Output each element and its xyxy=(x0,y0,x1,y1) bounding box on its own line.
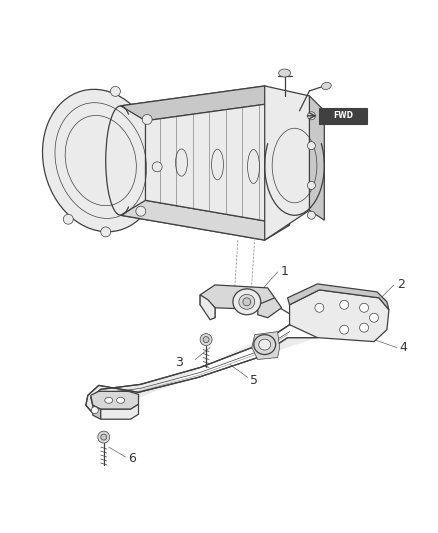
Ellipse shape xyxy=(136,206,146,216)
Ellipse shape xyxy=(98,431,110,443)
Ellipse shape xyxy=(340,300,349,309)
Polygon shape xyxy=(290,290,389,342)
Polygon shape xyxy=(288,284,389,310)
Ellipse shape xyxy=(101,227,111,237)
Polygon shape xyxy=(91,391,138,409)
Polygon shape xyxy=(265,86,319,240)
Polygon shape xyxy=(120,86,290,121)
Polygon shape xyxy=(319,108,367,124)
Ellipse shape xyxy=(315,303,324,312)
Ellipse shape xyxy=(307,181,315,189)
Text: 6: 6 xyxy=(129,453,137,465)
Ellipse shape xyxy=(239,294,255,309)
Ellipse shape xyxy=(152,162,162,172)
Ellipse shape xyxy=(200,334,212,345)
Polygon shape xyxy=(101,404,138,419)
Polygon shape xyxy=(120,200,290,240)
Ellipse shape xyxy=(233,289,261,315)
Polygon shape xyxy=(145,101,290,225)
Ellipse shape xyxy=(307,112,315,120)
Ellipse shape xyxy=(360,323,368,332)
Ellipse shape xyxy=(370,313,378,322)
Polygon shape xyxy=(200,295,215,320)
Polygon shape xyxy=(200,295,215,318)
Ellipse shape xyxy=(101,434,107,440)
Ellipse shape xyxy=(279,69,290,77)
Ellipse shape xyxy=(259,339,271,350)
Text: 2: 2 xyxy=(397,278,405,292)
Text: 1: 1 xyxy=(281,265,289,278)
Ellipse shape xyxy=(203,337,209,343)
Ellipse shape xyxy=(142,115,152,124)
Polygon shape xyxy=(200,285,275,310)
Ellipse shape xyxy=(307,142,315,150)
Ellipse shape xyxy=(243,298,251,306)
Polygon shape xyxy=(258,298,282,318)
Ellipse shape xyxy=(360,303,368,312)
Ellipse shape xyxy=(340,325,349,334)
Ellipse shape xyxy=(105,397,113,403)
Polygon shape xyxy=(93,405,101,419)
Ellipse shape xyxy=(117,397,124,403)
Ellipse shape xyxy=(321,83,331,90)
Text: 4: 4 xyxy=(400,341,408,354)
Ellipse shape xyxy=(110,86,120,96)
Polygon shape xyxy=(86,325,318,417)
Text: 3: 3 xyxy=(175,356,183,369)
Polygon shape xyxy=(252,332,279,360)
Ellipse shape xyxy=(42,90,159,232)
Text: FWD: FWD xyxy=(333,111,353,120)
Ellipse shape xyxy=(91,407,98,414)
Ellipse shape xyxy=(254,335,276,354)
Ellipse shape xyxy=(64,214,73,224)
Ellipse shape xyxy=(307,211,315,219)
Text: 5: 5 xyxy=(250,374,258,387)
Polygon shape xyxy=(309,96,324,220)
